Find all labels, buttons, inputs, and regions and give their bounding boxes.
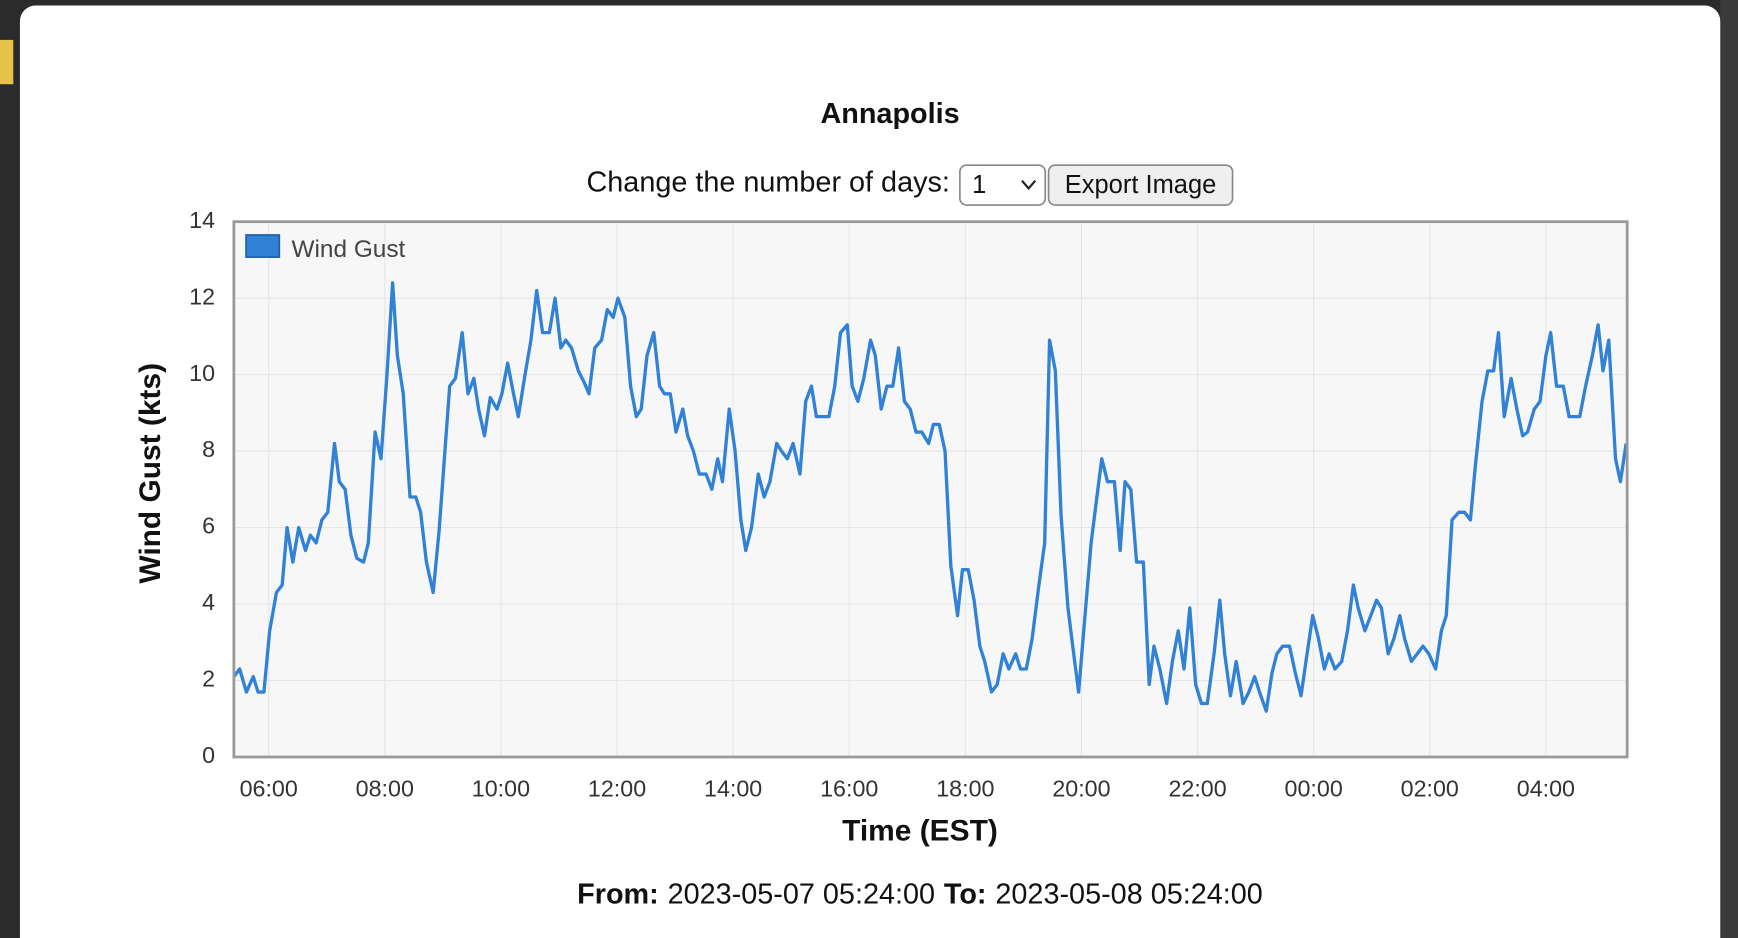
y-tick-label: 12 [189, 283, 215, 309]
select-value[interactable]: 1 [972, 171, 986, 199]
plot-frame [232, 220, 1629, 759]
y-tick-label: 14 [189, 207, 215, 233]
x-axis-label: Time (EST) [842, 814, 998, 847]
legend-swatch [245, 234, 281, 258]
data-line [232, 281, 1628, 713]
x-tick-label: 00:00 [1285, 775, 1343, 801]
y-tick-label: 0 [202, 742, 215, 768]
days-label: Change the number of days: [586, 167, 949, 199]
background-page [1720, 0, 1738, 938]
x-tick-label: 06:00 [240, 775, 298, 801]
y-tick-label: 10 [189, 360, 215, 386]
y-tick-label: 2 [202, 666, 215, 692]
y-tick-label: 4 [202, 589, 215, 615]
x-tick-label: 20:00 [1052, 775, 1110, 801]
button-box[interactable] [1047, 164, 1234, 206]
y-tick-label: 6 [202, 513, 215, 539]
from-label: From: [577, 878, 659, 910]
x-tick-label: 14:00 [704, 775, 762, 801]
x-tick-label: 22:00 [1168, 775, 1226, 801]
labels: 0 2 4 6 8 10 12 14 06:00 08:00 10:00 12:00 14:00 16:0… [189, 207, 1575, 802]
to-label: To: [944, 878, 987, 910]
days-select[interactable]: 1 [959, 164, 1047, 206]
to-value: 2023-05-08 05:24:00 [995, 878, 1262, 910]
background-tab [0, 39, 14, 85]
x-tick-label: 04:00 [1517, 775, 1575, 801]
x-tick-label: 18:00 [936, 775, 994, 801]
y-tick-label: 8 [202, 436, 215, 462]
plot-area [233, 221, 1628, 758]
x-tick-label: 10:00 [472, 775, 530, 801]
from-value: 2023-05-07 05:24:00 [668, 878, 935, 910]
select-box[interactable] [959, 164, 1047, 206]
marks [232, 281, 1628, 713]
date-range: From: 2023-05-07 05:24:00 To: 2023-05-08 05… [577, 878, 1263, 910]
button-label[interactable]: Export Image [1065, 171, 1217, 199]
chart-title: Annapolis [820, 98, 959, 130]
x-tick-label: 16:00 [820, 775, 878, 801]
x-tick-label: 02:00 [1401, 775, 1459, 801]
y-axis-label: Wind Gust (kts) [134, 363, 167, 584]
x-tick-label: 08:00 [356, 775, 414, 801]
legend-label: Wind Gust [292, 236, 406, 263]
select-arrow[interactable] [1021, 179, 1037, 191]
export-button[interactable]: Export Image [1047, 164, 1234, 206]
x-tick-label: 12:00 [588, 775, 646, 801]
